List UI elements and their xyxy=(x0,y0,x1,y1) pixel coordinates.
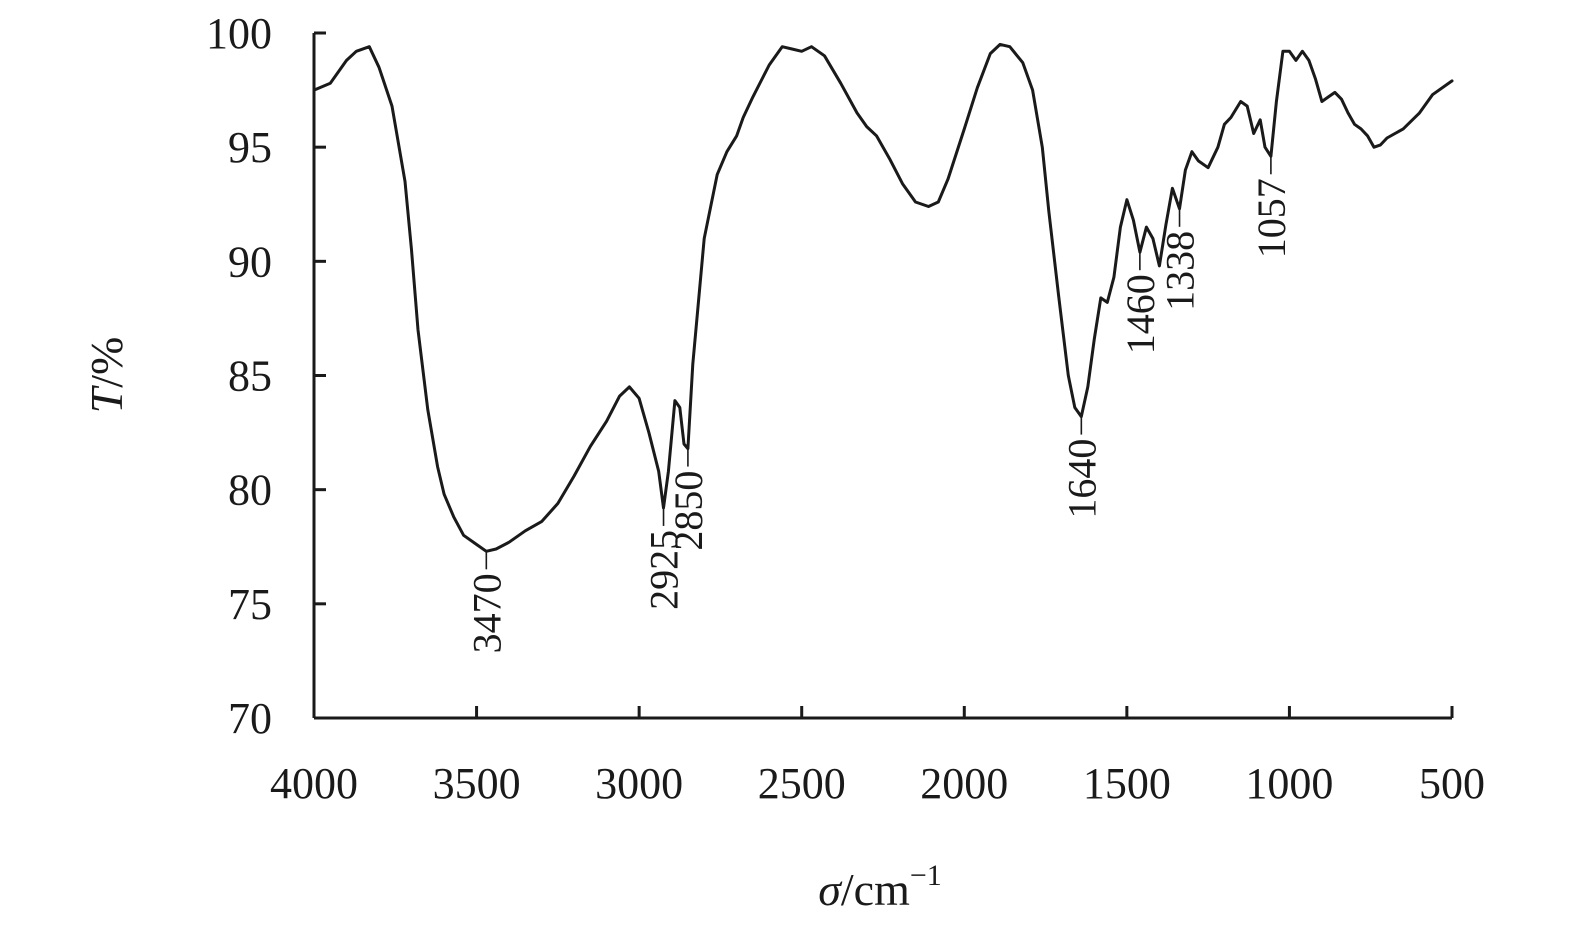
series-layer xyxy=(312,42,1454,553)
x-tick-label-4: 2000 xyxy=(920,759,1008,808)
ticks-layer xyxy=(312,31,1454,720)
labels-layer: 4000 3500 3000 2500 2000 1500 1000 500 70 75 80 85 9… xyxy=(206,9,1485,808)
x-axis-exponent: −1 xyxy=(910,859,942,892)
peak-label-2925: 2925 xyxy=(642,530,687,610)
y-tick-label-5: 95 xyxy=(228,123,272,172)
axes-layer xyxy=(312,33,1452,720)
y-tick-label-3: 85 xyxy=(228,352,272,401)
x-axis-unit: /cm xyxy=(841,864,910,915)
y-tick-label-6: 100 xyxy=(206,9,272,58)
spectrum-series-line-0 xyxy=(312,42,1454,553)
y-tick-label-0: 70 xyxy=(228,694,272,743)
x-tick-label-6: 1000 xyxy=(1245,759,1333,808)
y-axis-symbol: T xyxy=(81,384,132,413)
peak-label-1640: 1640 xyxy=(1059,439,1104,519)
peak-label-1338: 1338 xyxy=(1158,231,1203,311)
peak-label-2850: 2850 xyxy=(666,471,711,551)
x-tick-label-1: 3500 xyxy=(433,759,521,808)
peak-label-3470: 3470 xyxy=(464,573,509,653)
peak-label-1057: 1057 xyxy=(1249,178,1294,258)
leaders-layer xyxy=(485,156,1272,570)
x-tick-label-5: 1500 xyxy=(1083,759,1171,808)
x-tick-label-0: 4000 xyxy=(270,759,358,808)
y-tick-label-2: 80 xyxy=(228,466,272,515)
x-axis-symbol: σ xyxy=(818,864,843,915)
y-tick-label-4: 90 xyxy=(228,237,272,286)
x-tick-label-7: 500 xyxy=(1419,759,1485,808)
x-axis-title: σ/cm−1 xyxy=(818,859,942,915)
x-tick-label-3: 2500 xyxy=(758,759,846,808)
y-tick-label-1: 75 xyxy=(228,580,272,629)
peak-label-1460: 1460 xyxy=(1118,274,1163,354)
x-tick-label-2: 3000 xyxy=(595,759,683,808)
y-axis-unit: /% xyxy=(81,337,132,388)
y-axis-title: T/% xyxy=(81,337,132,414)
